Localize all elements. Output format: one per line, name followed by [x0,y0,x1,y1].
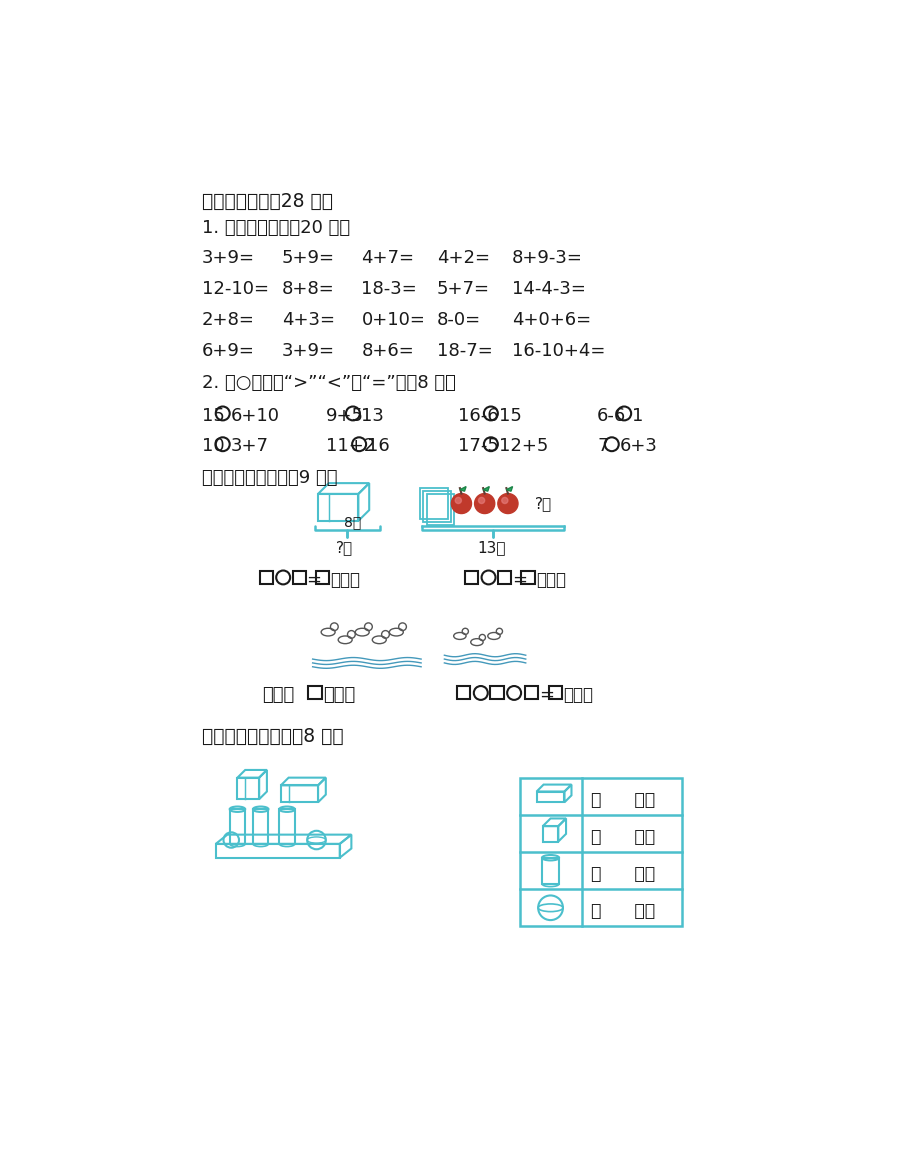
Bar [420,488,448,519]
Text: 16-10+4=: 16-10+4= [511,341,605,360]
Text: =: = [306,570,321,589]
Text: 17-5: 17-5 [457,438,498,455]
Text: 四、我会数一数。（8 分）: 四、我会数一数。（8 分） [201,727,343,745]
Polygon shape [460,486,466,491]
Text: 12-10=: 12-10= [201,280,268,298]
Text: 2+8=: 2+8= [201,311,255,329]
Text: 14-4-3=: 14-4-3= [511,280,585,298]
Bar [542,827,558,842]
Text: 4+0+6=: 4+0+6= [511,311,590,329]
Bar [521,571,534,584]
Circle shape [478,497,484,504]
Text: 9+5: 9+5 [325,406,363,425]
Text: 13: 13 [360,406,383,425]
Text: 4+7=: 4+7= [361,250,414,267]
Bar [498,571,511,584]
Text: （      ）个: （ ）个 [590,828,654,845]
Text: 6-6: 6-6 [596,406,626,425]
Bar [308,686,321,699]
Bar [279,809,294,844]
Text: 8+6=: 8+6= [361,341,414,360]
Text: 2. 在○里填上“>”“<”或“=”。（8 分）: 2. 在○里填上“>”“<”或“=”。（8 分） [201,374,455,392]
Text: 6+10: 6+10 [231,406,279,425]
Text: 1: 1 [631,406,642,425]
Text: 4+2=: 4+2= [437,250,489,267]
Text: 8-0=: 8-0= [437,311,481,329]
Text: 7: 7 [596,438,607,455]
Text: 6+9=: 6+9= [201,341,255,360]
Bar [541,858,559,884]
Bar [292,571,306,584]
Bar [464,571,478,584]
Text: 5+9=: 5+9= [281,250,335,267]
Bar [280,785,318,802]
Text: 16: 16 [367,438,390,455]
Text: 6+3: 6+3 [618,438,657,455]
Bar [316,571,329,584]
Text: 4+3=: 4+3= [281,311,335,329]
Text: （个）: （个） [535,570,565,589]
Bar [259,571,272,584]
Bar [230,809,245,844]
Text: 12+5: 12+5 [498,438,548,455]
Text: （      ）个: （ ）个 [590,865,654,882]
Text: ?本: ?本 [335,540,353,555]
Circle shape [501,497,507,504]
Bar [457,686,470,699]
Text: 1. 直接写得数。（20 分）: 1. 直接写得数。（20 分） [201,218,349,237]
Text: 现在有: 现在有 [262,686,294,704]
Text: 10: 10 [201,438,224,455]
Circle shape [455,497,461,504]
Circle shape [474,493,494,513]
Text: 3+7: 3+7 [231,438,268,455]
Bar [536,792,564,802]
Text: 3+9=: 3+9= [201,250,255,267]
Polygon shape [505,486,512,491]
Text: 16-6: 16-6 [457,406,497,425]
Bar [426,495,454,525]
Text: 5+7=: 5+7= [437,280,489,298]
Bar [490,686,503,699]
Bar [548,686,562,699]
Text: （      ）个: （ ）个 [590,902,654,920]
Text: 只鹅。: 只鹅。 [323,686,355,704]
Text: 8+9-3=: 8+9-3= [511,250,582,267]
Text: 15: 15 [498,406,521,425]
Text: 8本: 8本 [344,515,361,529]
Bar [253,809,268,844]
Polygon shape [482,486,489,491]
Text: ?个: ?个 [535,496,551,511]
Bar [237,778,259,799]
Text: 18-3=: 18-3= [361,280,416,298]
Text: =: = [511,570,527,589]
Text: 二、我会算。（28 分）: 二、我会算。（28 分） [201,192,333,210]
Bar [318,493,358,521]
Text: （本）: （本） [330,570,360,589]
Bar [519,778,682,926]
Text: 18-7=: 18-7= [437,341,492,360]
Text: =: = [539,686,553,704]
Text: 三、看图写算式。（9 分）: 三、看图写算式。（9 分） [201,469,337,486]
Bar [423,491,451,522]
Text: （只）: （只） [562,686,593,704]
Circle shape [497,493,517,513]
Text: 13个: 13个 [477,540,505,555]
Text: （      ）个: （ ）个 [590,791,654,809]
Circle shape [451,493,471,513]
Bar [216,844,339,858]
Bar [524,686,538,699]
Text: 3+9=: 3+9= [281,341,335,360]
Text: 15: 15 [201,406,224,425]
Text: 8+8=: 8+8= [281,280,334,298]
Text: 0+10=: 0+10= [361,311,425,329]
Text: 11+2: 11+2 [325,438,375,455]
